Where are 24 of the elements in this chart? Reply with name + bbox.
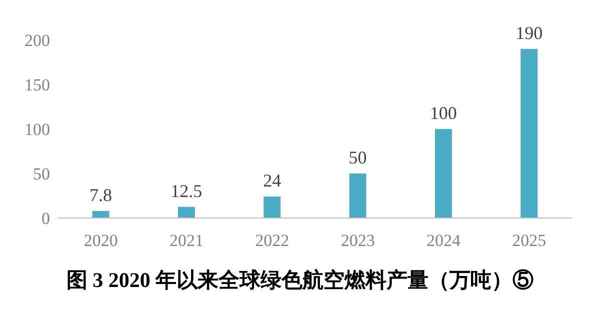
x-tick-label: 2024 bbox=[426, 231, 461, 250]
x-tick-label: 2022 bbox=[255, 231, 290, 250]
bar bbox=[178, 206, 195, 218]
bar bbox=[349, 174, 366, 218]
x-tick-label: 2023 bbox=[340, 231, 375, 250]
data-label: 100 bbox=[430, 103, 457, 123]
data-label: 190 bbox=[516, 22, 543, 43]
y-tick-label: 0 bbox=[42, 209, 50, 228]
data-label: 24 bbox=[263, 170, 282, 191]
y-tick-label: 50 bbox=[33, 164, 50, 184]
data-label: 7.8 bbox=[90, 185, 112, 206]
bar bbox=[520, 48, 538, 218]
bar bbox=[92, 211, 110, 218]
data-label: 12.5 bbox=[170, 180, 202, 201]
y-tick-label: 100 bbox=[24, 120, 50, 140]
x-tick-label: 2021 bbox=[170, 231, 204, 250]
bar bbox=[434, 129, 452, 218]
data-label: 50 bbox=[348, 148, 367, 168]
x-tick-label: 2025 bbox=[512, 231, 546, 250]
bar bbox=[264, 196, 281, 218]
x-tick-label: 2020 bbox=[84, 231, 118, 250]
y-tick-label: 200 bbox=[24, 31, 50, 50]
y-tick-label: 150 bbox=[24, 76, 50, 95]
text: 图 3 2020 年以来全球绿色航空燃料产量（万吨）⑤ bbox=[65, 267, 535, 294]
